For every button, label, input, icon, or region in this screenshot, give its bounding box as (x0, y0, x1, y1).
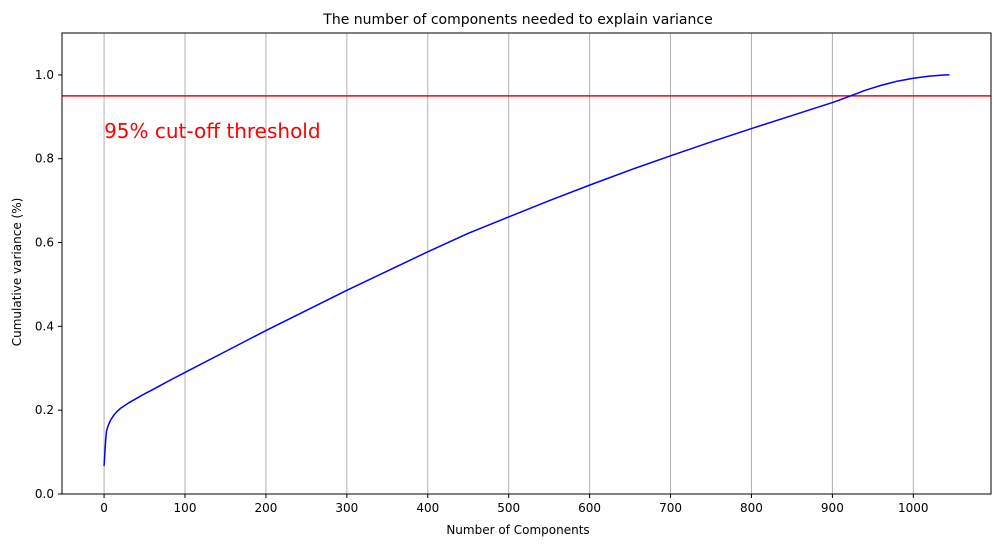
plot-frame (61, 32, 992, 495)
x-tick-label: 200 (254, 501, 277, 515)
x-axis-label: Number of Components (446, 523, 589, 537)
x-tick-label: 1000 (898, 501, 929, 515)
x-tick-label: 900 (821, 501, 844, 515)
y-axis-ticks: 0.0 0.2 0.4 0.6 0.8 1.0 (35, 68, 62, 501)
y-axis-label: Cumulative variance (%) (10, 198, 24, 347)
threshold-label: 95% cut-off threshold (104, 119, 320, 143)
x-tick-label: 400 (416, 501, 439, 515)
series-line (103, 74, 950, 467)
y-tick-label: 0.0 (35, 487, 54, 501)
x-tick-label: 100 (174, 501, 197, 515)
series-layer (103, 74, 950, 467)
y-tick-label: 0.4 (35, 319, 54, 333)
x-tick-label: 300 (335, 501, 358, 515)
y-tick-label: 0.2 (35, 403, 54, 417)
x-tick-label: 0 (100, 501, 108, 515)
threshold-layer: 95% cut-off threshold (62, 95, 991, 143)
x-tick-label: 600 (578, 501, 601, 515)
y-tick-label: 0.6 (35, 236, 54, 250)
x-axis-ticks: 0 100 200 300 400 500 600 700 800 900 1000 (100, 494, 929, 515)
y-tick-label: 0.8 (35, 152, 54, 166)
x-tick-label: 800 (740, 501, 763, 515)
x-tick-label: 500 (497, 501, 520, 515)
grid-layer (103, 33, 914, 494)
chart-title: The number of components needed to expla… (322, 12, 712, 28)
x-tick-label: 700 (659, 501, 682, 515)
y-tick-label: 1.0 (35, 68, 54, 82)
